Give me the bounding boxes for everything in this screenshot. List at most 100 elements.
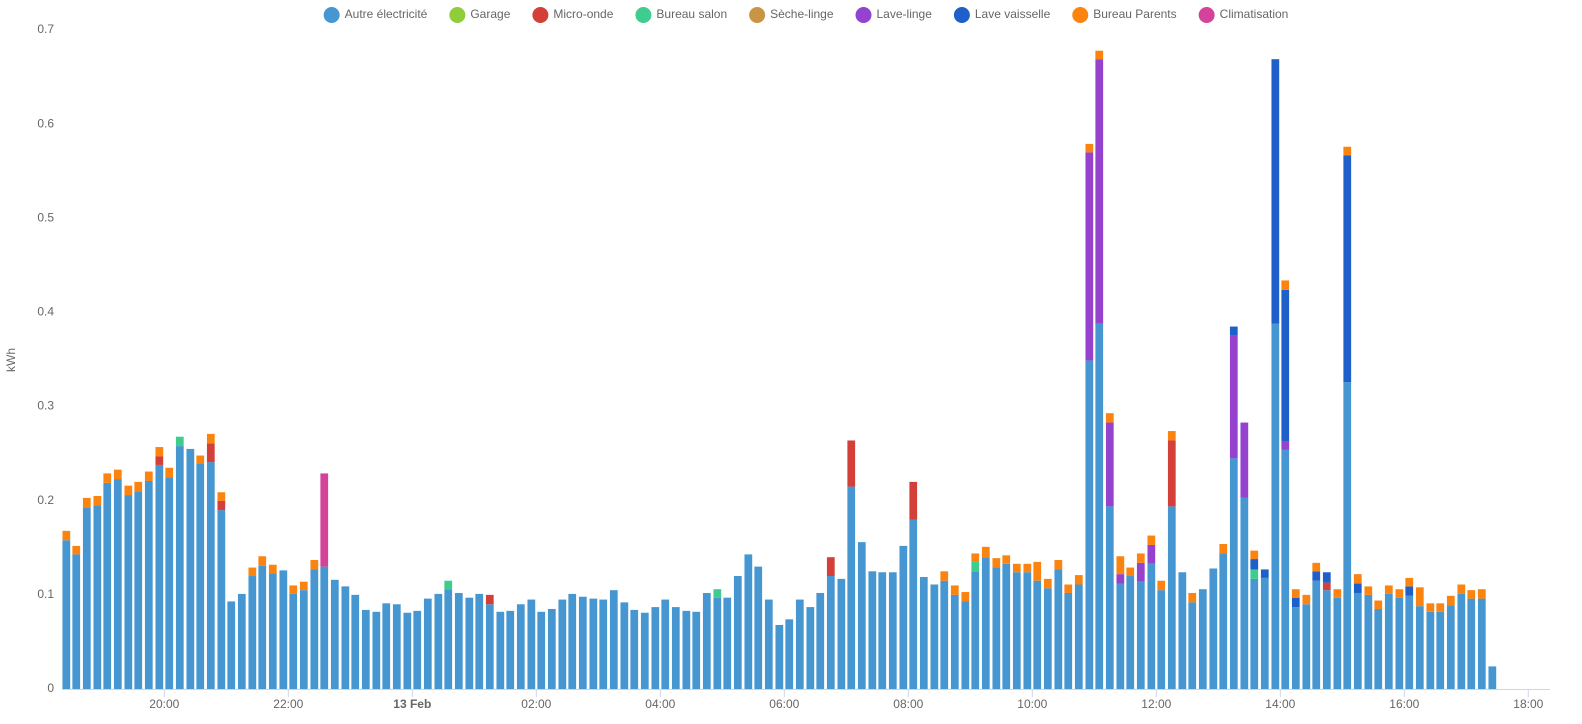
legend-symbol bbox=[749, 7, 766, 23]
bar-segment bbox=[206, 443, 215, 463]
bar-segment bbox=[713, 597, 722, 689]
bar-segment bbox=[289, 593, 298, 689]
legend-symbol bbox=[635, 7, 652, 23]
bar-segment bbox=[1364, 594, 1373, 689]
bar-segment bbox=[165, 467, 174, 478]
bar-segment bbox=[1209, 568, 1218, 689]
bar-segment bbox=[1147, 535, 1156, 545]
bar-segment bbox=[268, 573, 277, 689]
bar-segment bbox=[248, 567, 257, 577]
bar-segment bbox=[258, 556, 267, 566]
bar-segment bbox=[1250, 569, 1259, 579]
bar-segment bbox=[1126, 567, 1135, 577]
bar-segment bbox=[1023, 563, 1032, 573]
bar-segment bbox=[1353, 574, 1362, 584]
legend-item[interactable]: Lave-linge bbox=[855, 7, 933, 23]
legend-item[interactable]: Garage bbox=[449, 7, 511, 23]
legend-label: Bureau salon bbox=[656, 7, 727, 21]
legend-item[interactable]: Bureau Parents bbox=[1072, 7, 1177, 23]
bar-segment bbox=[258, 565, 267, 689]
bar-segment bbox=[62, 530, 71, 541]
bar-segment bbox=[330, 579, 339, 689]
bar-segment bbox=[1105, 422, 1114, 507]
bar-segment bbox=[144, 471, 153, 481]
bar-segment bbox=[785, 619, 794, 689]
bar-segment bbox=[1353, 592, 1362, 689]
bar-segment bbox=[1157, 590, 1166, 689]
bar-segment bbox=[971, 571, 980, 689]
bar-segment bbox=[950, 585, 959, 595]
bar-segment bbox=[671, 607, 680, 689]
legend-symbol bbox=[532, 7, 549, 23]
bar-segment bbox=[1012, 563, 1021, 573]
bar-segment bbox=[1219, 553, 1228, 689]
legend-item[interactable]: Micro-onde bbox=[532, 7, 614, 23]
x-tick-label: 02:00 bbox=[521, 697, 551, 711]
legend-item[interactable]: Climatisation bbox=[1198, 7, 1289, 23]
y-tick-label: 0.3 bbox=[37, 399, 54, 413]
bar-segment bbox=[1322, 572, 1331, 583]
bar-segment bbox=[1271, 59, 1280, 324]
bar-segment bbox=[155, 447, 164, 457]
bar-segment bbox=[1477, 598, 1486, 689]
bar-segment bbox=[1023, 572, 1032, 689]
bar-segment bbox=[134, 491, 143, 689]
legend-symbol bbox=[953, 7, 970, 23]
bar-segment bbox=[661, 599, 670, 689]
bar-segment bbox=[930, 584, 939, 689]
legend-label: Autre électricité bbox=[345, 7, 428, 21]
legend: Autre électricité Garage Micro-onde Bureau … bbox=[323, 7, 1289, 23]
bar-segment bbox=[1343, 382, 1352, 689]
bar-segment bbox=[1167, 506, 1176, 689]
bar-segment bbox=[1343, 155, 1352, 383]
bar-segment bbox=[527, 599, 536, 689]
bar-segment bbox=[454, 592, 463, 689]
bar-segment bbox=[816, 592, 825, 689]
y-tick-label: 0.6 bbox=[37, 116, 54, 130]
bar-segment bbox=[795, 599, 804, 689]
bar-segment bbox=[1229, 335, 1238, 459]
bar-segment bbox=[1291, 589, 1300, 598]
bar-segment bbox=[547, 608, 556, 689]
bar-segment bbox=[1116, 556, 1125, 575]
x-tick-label: 14:00 bbox=[1265, 697, 1295, 711]
legend-label: Micro-onde bbox=[553, 7, 613, 21]
bar-segment bbox=[1312, 562, 1321, 572]
x-tick-label: 04:00 bbox=[645, 697, 675, 711]
bar-segment bbox=[1188, 592, 1197, 603]
bar-segment bbox=[372, 611, 381, 689]
bar-segment bbox=[1167, 440, 1176, 507]
bar-segment bbox=[1105, 506, 1114, 689]
bar-segment bbox=[206, 462, 215, 689]
legend-symbol bbox=[1072, 7, 1089, 23]
bar-segment bbox=[1074, 575, 1083, 585]
bar-segment bbox=[702, 592, 711, 689]
legend-item[interactable]: Bureau salon bbox=[635, 7, 727, 23]
bar-segment bbox=[1064, 592, 1073, 689]
bar-segment bbox=[919, 576, 928, 689]
bar-segment bbox=[723, 597, 732, 689]
bar-segment bbox=[1436, 603, 1445, 612]
x-tick-label: 06:00 bbox=[769, 697, 799, 711]
legend-symbol bbox=[323, 7, 340, 23]
bar-segment bbox=[1178, 572, 1187, 689]
x-tick-label: 20:00 bbox=[149, 697, 179, 711]
bar-segment bbox=[1157, 580, 1166, 591]
bar-segment bbox=[248, 576, 257, 689]
x-tick-label: 18:00 bbox=[1513, 697, 1543, 711]
legend-item[interactable]: Lave vaisselle bbox=[953, 7, 1051, 23]
bar-segment bbox=[217, 500, 226, 511]
bar-segment bbox=[1198, 589, 1207, 689]
bar-segment bbox=[113, 469, 122, 480]
bar-segment bbox=[186, 448, 195, 689]
legend-label: Sèche-linge bbox=[770, 7, 834, 21]
bar-segment bbox=[609, 590, 618, 689]
bar-segment bbox=[589, 598, 598, 689]
legend-item[interactable]: Sèche-linge bbox=[749, 7, 834, 23]
legend-item[interactable]: Autre électricité bbox=[323, 7, 428, 23]
bar-segment bbox=[1405, 577, 1414, 587]
bar-segment bbox=[403, 612, 412, 689]
bar-segment bbox=[950, 594, 959, 689]
bar-segment bbox=[971, 553, 980, 562]
